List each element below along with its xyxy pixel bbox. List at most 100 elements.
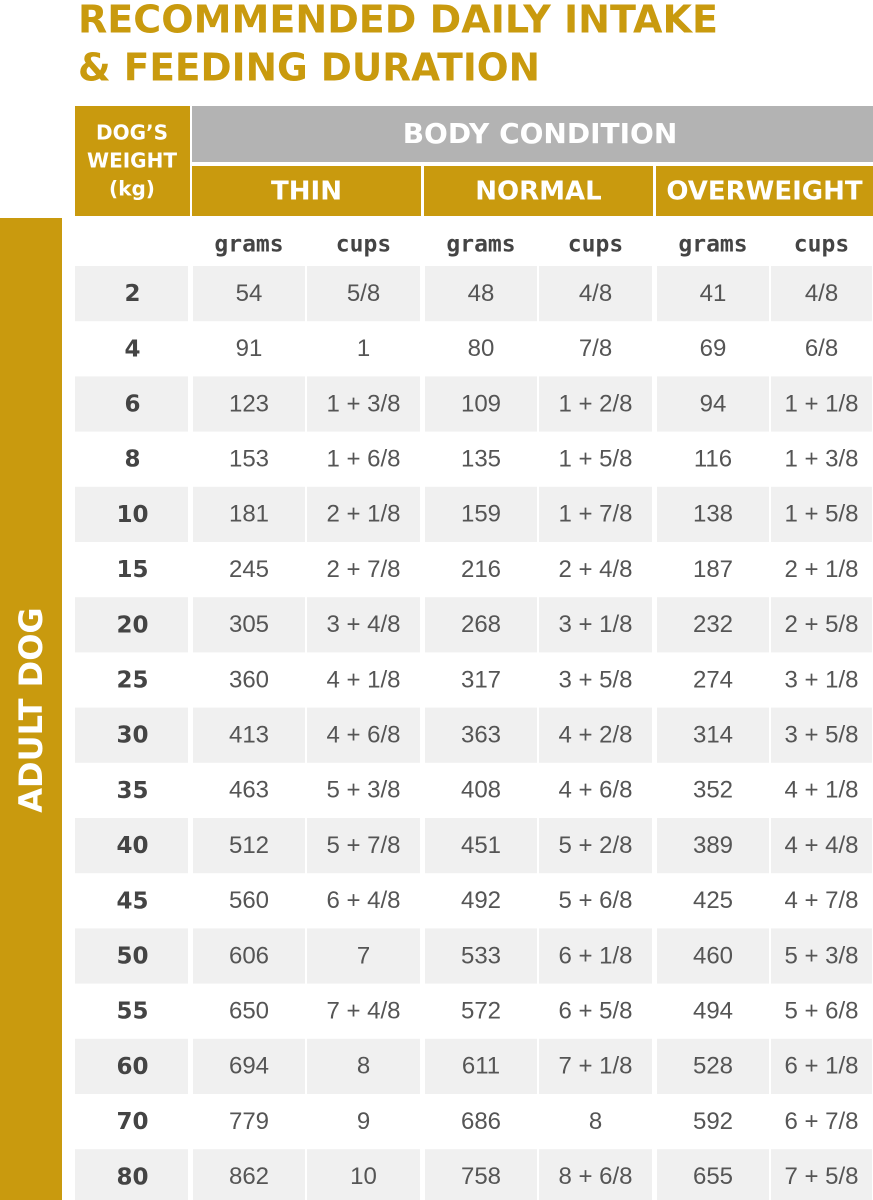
row-shade: [425, 266, 537, 322]
unit-label: cups: [568, 232, 623, 258]
cell-value: 425: [693, 887, 733, 914]
cell-value: 3 + 4/8: [326, 611, 400, 638]
cell-value: 2 + 5/8: [784, 611, 858, 638]
row-shade: [771, 486, 872, 542]
cell-value: 4/8: [805, 280, 838, 307]
cell-value: 611: [462, 1053, 500, 1080]
cell-value: 123: [229, 390, 269, 417]
cell-value: 5 + 3/8: [326, 777, 400, 804]
row-shade: [771, 1149, 872, 1200]
cell-value: 54: [236, 280, 263, 307]
row-shade: [771, 1038, 872, 1094]
row-shade: [657, 1038, 769, 1094]
cell-value: 7/8: [579, 335, 612, 362]
condition-header-cell: [424, 166, 653, 216]
weight-header-cell: [75, 106, 190, 216]
cell-value: 5 + 2/8: [558, 832, 632, 859]
row-shade: [657, 818, 769, 874]
cell-value: 4 + 4/8: [784, 832, 858, 859]
cell-value: 4/8: [579, 280, 612, 307]
row-shade: [657, 1149, 769, 1200]
cell-value: 7 + 4/8: [326, 998, 400, 1025]
cell-value: 389: [693, 832, 733, 859]
row-shade: [539, 486, 652, 542]
cell-value: 779: [229, 1108, 269, 1135]
cell-value: 460: [693, 942, 733, 969]
weight-value: 35: [116, 778, 148, 804]
row-shade: [75, 376, 188, 432]
row-shade: [539, 1149, 652, 1200]
row-shade: [307, 818, 420, 874]
row-shade: [771, 376, 872, 432]
cell-value: 317: [461, 666, 501, 693]
cell-value: 5 + 6/8: [558, 887, 632, 914]
weight-value: 15: [116, 557, 148, 583]
row-shade: [193, 1149, 305, 1200]
weight-value: 50: [116, 944, 148, 970]
row-shade: [307, 928, 420, 984]
cell-value: 9: [357, 1108, 370, 1135]
weight-header: WEIGHT: [87, 149, 177, 173]
row-shade: [307, 486, 420, 542]
condition-header-cell: [192, 166, 421, 216]
cell-value: 2 + 4/8: [558, 556, 632, 583]
cell-value: 413: [229, 722, 269, 749]
unit-label: grams: [214, 232, 283, 258]
side-label: ADULT DOG: [12, 607, 50, 812]
cell-value: 2 + 1/8: [784, 556, 858, 583]
weight-value: 2: [124, 281, 140, 307]
cell-value: 4 + 2/8: [558, 722, 632, 749]
row-shade: [771, 597, 872, 653]
row-shade: [771, 818, 872, 874]
cell-value: 512: [229, 832, 269, 859]
weight-value: 20: [116, 612, 148, 638]
cell-value: 1 + 1/8: [784, 390, 858, 417]
cell-value: 41: [700, 280, 727, 307]
cell-value: 8: [589, 1108, 602, 1135]
cell-value: 6 + 4/8: [326, 887, 400, 914]
cell-value: 360: [229, 666, 269, 693]
cell-value: 7: [357, 942, 370, 969]
row-shade: [425, 597, 537, 653]
cell-value: 6 + 1/8: [784, 1053, 858, 1080]
cell-value: 572: [461, 998, 501, 1025]
cell-value: 592: [693, 1108, 733, 1135]
cell-value: 91: [236, 335, 263, 362]
group-header-cell: [192, 106, 873, 162]
weight-value: 45: [116, 888, 148, 914]
cell-value: 408: [461, 777, 501, 804]
cell-value: 245: [229, 556, 269, 583]
cell-value: 153: [229, 446, 269, 473]
row-shade: [425, 707, 537, 763]
cell-value: 268: [461, 611, 501, 638]
cell-value: 5 + 3/8: [784, 942, 858, 969]
row-shade: [771, 266, 872, 322]
cell-value: 363: [461, 722, 501, 749]
cell-value: 1 + 3/8: [326, 390, 400, 417]
row-shade: [425, 376, 537, 432]
cell-value: 494: [693, 998, 733, 1025]
row-shade: [539, 376, 652, 432]
cell-value: 451: [461, 832, 501, 859]
group-header: BODY CONDITION: [403, 117, 678, 150]
row-shade: [657, 597, 769, 653]
row-shade: [307, 597, 420, 653]
cell-value: 181: [229, 501, 269, 528]
row-shade: [657, 707, 769, 763]
row-shade: [193, 928, 305, 984]
weight-value: 60: [116, 1054, 148, 1080]
row-shade: [307, 266, 420, 322]
weight-header: (kg): [109, 177, 155, 201]
cell-value: 6 + 7/8: [784, 1108, 858, 1135]
cell-value: 694: [229, 1053, 269, 1080]
row-shade: [539, 818, 652, 874]
weight-value: 80: [116, 1164, 148, 1190]
row-shade: [75, 818, 188, 874]
cell-value: 528: [693, 1053, 733, 1080]
cell-value: 187: [693, 556, 733, 583]
title-line: RECOMMENDED DAILY INTAKE: [78, 0, 718, 42]
cell-value: 686: [461, 1108, 501, 1135]
row-shade: [539, 928, 652, 984]
